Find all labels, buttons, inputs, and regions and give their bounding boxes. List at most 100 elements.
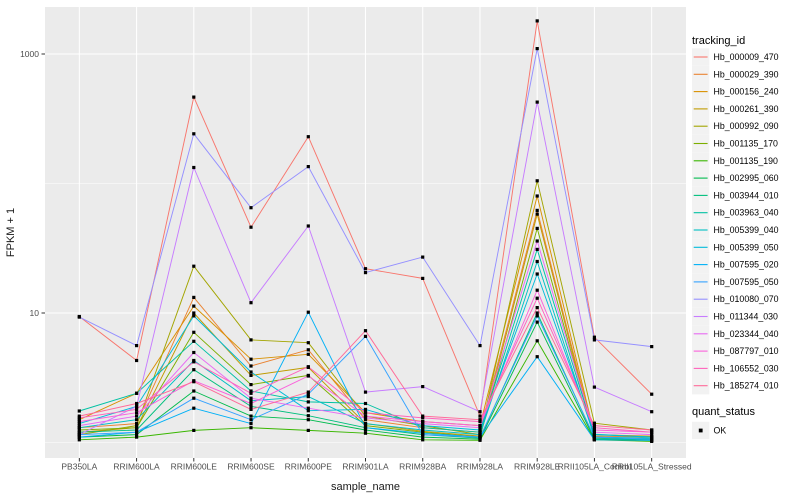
data-point xyxy=(363,271,368,275)
data-point xyxy=(77,430,81,434)
data-point xyxy=(592,426,596,430)
data-point xyxy=(192,368,196,372)
data-point xyxy=(363,416,368,420)
gridlines xyxy=(45,7,686,458)
data-point xyxy=(249,383,253,387)
legend-entry-label: Hb_010080_070 xyxy=(714,294,779,304)
legend-entry-label: Hb_023344_040 xyxy=(714,329,779,339)
data-point xyxy=(478,435,482,439)
data-point xyxy=(249,391,253,395)
data-point xyxy=(249,364,253,368)
data-point xyxy=(650,345,654,349)
data-point xyxy=(135,411,139,415)
data-point xyxy=(249,301,253,305)
data-point xyxy=(535,311,539,315)
legend-entry-label: Hb_003944_010 xyxy=(714,190,779,200)
data-point xyxy=(192,428,196,432)
data-point xyxy=(650,437,654,441)
data-point xyxy=(592,428,596,432)
data-point xyxy=(77,416,81,420)
data-point xyxy=(592,430,596,434)
data-point xyxy=(478,420,482,424)
data-point xyxy=(650,433,654,437)
x-tick-label: RRIM928LE xyxy=(514,462,561,472)
x-tick-label: RRIM928LA xyxy=(457,462,504,472)
legend-entry-label: Hb_000009_470 xyxy=(714,52,779,62)
data-point xyxy=(421,420,425,424)
legend-entry-label: Hb_007595_020 xyxy=(714,260,779,270)
data-points xyxy=(77,19,654,443)
data-point xyxy=(535,247,539,251)
data-point xyxy=(192,295,196,299)
x-axis-title: sample_name xyxy=(331,481,400,493)
data-point xyxy=(192,314,196,318)
legend-entry-label: Hb_000156_240 xyxy=(714,87,779,97)
data-point xyxy=(535,355,539,359)
data-point xyxy=(135,424,139,428)
legend-entry-label: Hb_185274_010 xyxy=(714,381,779,391)
legend-entry-label: Hb_000261_390 xyxy=(714,104,779,114)
data-point xyxy=(535,208,539,212)
data-point xyxy=(363,422,368,426)
data-point xyxy=(535,296,539,300)
data-point xyxy=(650,430,654,434)
data-point xyxy=(249,404,253,408)
data-point xyxy=(363,431,368,435)
data-point xyxy=(77,414,81,418)
legend-entry-label: Hb_003963_040 xyxy=(714,208,779,218)
data-point xyxy=(363,414,368,418)
data-point xyxy=(135,358,139,363)
legend-entry-label: Hb_000992_090 xyxy=(714,121,779,131)
data-point xyxy=(650,428,654,432)
data-point xyxy=(77,424,81,428)
data-point xyxy=(421,422,425,426)
x-tick-label: RRII105LA_Control xyxy=(558,462,632,472)
data-point xyxy=(363,401,368,406)
data-point xyxy=(77,438,81,442)
shape-legend-title: quant_status xyxy=(692,406,755,418)
data-point xyxy=(192,311,196,315)
data-point xyxy=(421,424,425,428)
data-point xyxy=(535,239,539,243)
data-point xyxy=(478,418,482,422)
data-point xyxy=(478,410,482,414)
data-point xyxy=(421,276,425,280)
data-point xyxy=(192,95,196,99)
data-point xyxy=(192,360,196,364)
data-point xyxy=(77,433,81,437)
data-point xyxy=(77,418,81,422)
data-point xyxy=(592,432,596,436)
data-point xyxy=(306,392,310,396)
data-point xyxy=(192,396,196,400)
y-tick-label: 10 xyxy=(30,308,40,318)
data-point xyxy=(192,330,196,334)
data-point xyxy=(306,135,310,139)
shape-legend-label: OK xyxy=(714,426,727,436)
data-point xyxy=(363,334,368,338)
data-point xyxy=(135,426,139,430)
y-axis-title: FPKM + 1 xyxy=(5,208,17,257)
legend-entry-label: Hb_005399_050 xyxy=(714,242,779,252)
data-point xyxy=(249,399,253,403)
data-point xyxy=(306,348,310,352)
x-tick-label: RRIM600LA xyxy=(113,462,160,472)
data-point xyxy=(135,430,139,434)
data-point xyxy=(306,165,310,169)
data-point xyxy=(363,267,368,271)
data-point xyxy=(192,350,196,355)
data-point xyxy=(306,352,310,356)
data-point xyxy=(535,288,539,292)
data-point xyxy=(535,320,539,324)
data-point xyxy=(363,390,368,394)
data-point xyxy=(535,314,539,318)
legend-entry-label: Hb_000029_390 xyxy=(714,69,779,79)
data-point xyxy=(363,424,368,428)
data-point xyxy=(306,374,310,378)
data-point xyxy=(77,428,81,432)
data-point xyxy=(363,418,368,422)
data-point xyxy=(421,416,425,420)
legend-entry-label: Hb_106552_030 xyxy=(714,363,779,373)
data-point xyxy=(592,435,596,439)
data-point xyxy=(306,395,310,399)
